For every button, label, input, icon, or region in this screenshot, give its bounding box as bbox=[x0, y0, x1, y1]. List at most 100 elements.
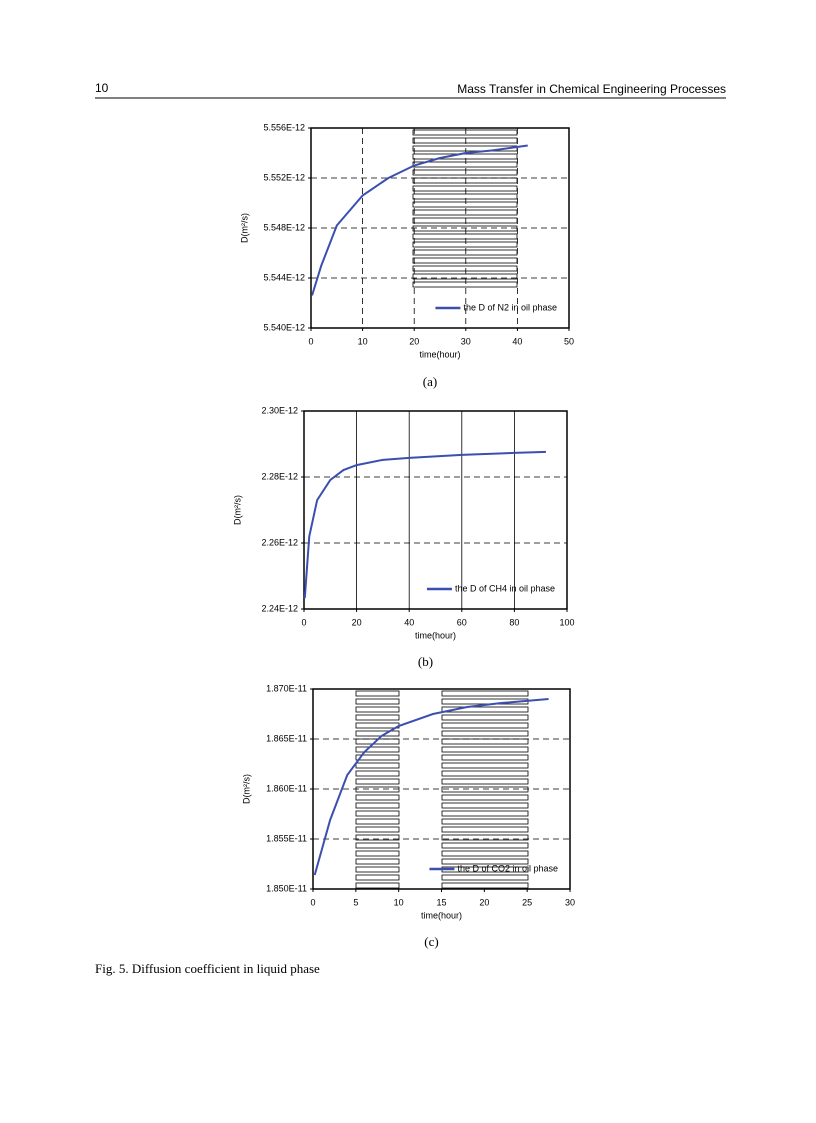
x-tick-label: 0 bbox=[301, 617, 306, 627]
hatch-stripe bbox=[441, 826, 529, 833]
x-tick-label: 30 bbox=[565, 897, 575, 907]
y-axis-label: D(m²/s) bbox=[232, 495, 242, 525]
x-tick-label: 20 bbox=[479, 897, 489, 907]
panel-label: (b) bbox=[418, 654, 433, 669]
hatch-stripe bbox=[441, 762, 529, 769]
hatch-stripe bbox=[355, 770, 400, 777]
x-tick-label: 5 bbox=[353, 897, 358, 907]
hatch-stripe bbox=[412, 249, 518, 256]
x-tick-label: 20 bbox=[409, 336, 419, 346]
x-tick-label: 15 bbox=[436, 897, 446, 907]
hatch-stripe bbox=[355, 858, 400, 865]
hatch-stripe bbox=[412, 265, 518, 272]
y-tick-label: 1.870E-11 bbox=[266, 683, 307, 693]
x-tick-label: 10 bbox=[358, 336, 368, 346]
hatch-stripe bbox=[412, 209, 518, 216]
hatch-stripe bbox=[441, 778, 529, 785]
hatch-stripe bbox=[355, 786, 400, 793]
x-axis-label: time(hour) bbox=[419, 349, 460, 359]
hatch-stripe bbox=[355, 706, 400, 713]
x-axis-label: time(hour) bbox=[415, 630, 456, 640]
hatch-stripe bbox=[441, 874, 529, 881]
hatch-stripe bbox=[355, 794, 400, 801]
hatch-stripe bbox=[441, 842, 529, 849]
page-number: 10 bbox=[95, 81, 109, 95]
hatch-stripe bbox=[412, 193, 518, 200]
hatch-stripe bbox=[412, 201, 518, 208]
y-axis-label: D(m²/s) bbox=[239, 213, 249, 243]
y-tick-label: 5.548E-12 bbox=[263, 222, 305, 232]
hatch-stripe bbox=[355, 722, 400, 729]
hatch-stripe bbox=[441, 730, 529, 737]
hatch-stripe bbox=[412, 137, 518, 144]
y-tick-label: 2.24E-12 bbox=[261, 603, 298, 613]
hatch-stripe bbox=[412, 217, 518, 224]
x-tick-label: 30 bbox=[461, 336, 471, 346]
hatch-stripe bbox=[441, 818, 529, 825]
hatch-stripe bbox=[441, 810, 529, 817]
hatch-stripe bbox=[355, 778, 400, 785]
y-axis-label: D(m²/s) bbox=[241, 774, 251, 804]
y-tick-label: 1.860E-11 bbox=[266, 783, 307, 793]
y-tick-label: 2.28E-12 bbox=[261, 471, 298, 481]
y-tick-label: 1.865E-11 bbox=[266, 733, 307, 743]
hatch-stripe bbox=[412, 153, 518, 160]
hatch-stripe bbox=[441, 754, 529, 761]
data-line bbox=[311, 144, 528, 296]
running-title: Mass Transfer in Chemical Engineering Pr… bbox=[457, 82, 726, 96]
hatch-stripe bbox=[355, 842, 400, 849]
x-tick-label: 25 bbox=[522, 897, 532, 907]
hatch-stripe bbox=[412, 225, 518, 232]
x-tick-label: 0 bbox=[310, 897, 315, 907]
hatch-stripe bbox=[355, 882, 400, 889]
y-tick-label: 1.850E-11 bbox=[266, 883, 307, 893]
x-tick-label: 50 bbox=[564, 336, 574, 346]
hatch-stripe bbox=[355, 762, 400, 769]
hatch-stripe bbox=[412, 185, 518, 192]
hatch-stripe bbox=[355, 834, 400, 841]
hatch-stripe bbox=[355, 810, 400, 817]
legend-label: the D of CO2 in oil phase bbox=[457, 863, 558, 873]
legend-label: the D of CH4 in oil phase bbox=[455, 583, 555, 593]
figure-caption: Fig. 5. Diffusion coefficient in liquid … bbox=[95, 961, 320, 976]
panel-label: (c) bbox=[424, 934, 438, 949]
hatch-stripe bbox=[412, 129, 518, 136]
x-axis-label: time(hour) bbox=[421, 910, 462, 920]
y-tick-label: 5.552E-12 bbox=[263, 172, 305, 182]
hatch-stripe bbox=[441, 882, 529, 889]
hatch-stripe bbox=[412, 161, 518, 168]
hatch-stripe bbox=[441, 802, 529, 809]
plot-frame bbox=[303, 410, 568, 610]
hatch-stripe bbox=[355, 850, 400, 857]
data-line bbox=[303, 450, 546, 599]
hatch-stripe bbox=[441, 690, 529, 697]
x-tick-label: 40 bbox=[404, 617, 414, 627]
hatch-stripe bbox=[355, 690, 400, 697]
hatch-stripe bbox=[412, 241, 518, 248]
hatch-stripe bbox=[355, 754, 400, 761]
hatch-stripe bbox=[355, 714, 400, 721]
plot-frame bbox=[312, 688, 571, 890]
hatch-stripe bbox=[441, 722, 529, 729]
hatch-stripe bbox=[412, 233, 518, 240]
x-tick-label: 60 bbox=[457, 617, 467, 627]
hatch-stripe bbox=[355, 730, 400, 737]
y-tick-label: 5.540E-12 bbox=[263, 322, 305, 332]
data-line bbox=[313, 698, 549, 876]
y-tick-label: 1.855E-11 bbox=[266, 833, 307, 843]
hatch-stripe bbox=[355, 874, 400, 881]
y-tick-label: 2.30E-12 bbox=[261, 405, 298, 415]
hatch-stripe bbox=[441, 738, 529, 745]
hatch-stripe bbox=[355, 866, 400, 873]
hatch-stripe bbox=[441, 794, 529, 801]
legend-label: the D of N2 in oil phase bbox=[463, 302, 557, 312]
x-tick-label: 0 bbox=[308, 336, 313, 346]
hatch-stripe bbox=[412, 169, 518, 176]
x-tick-label: 40 bbox=[512, 336, 522, 346]
plot-frame bbox=[310, 127, 570, 329]
hatch-stripe bbox=[355, 698, 400, 705]
hatch-stripe bbox=[355, 802, 400, 809]
hatch-stripe bbox=[441, 858, 529, 865]
hatch-stripe bbox=[355, 826, 400, 833]
